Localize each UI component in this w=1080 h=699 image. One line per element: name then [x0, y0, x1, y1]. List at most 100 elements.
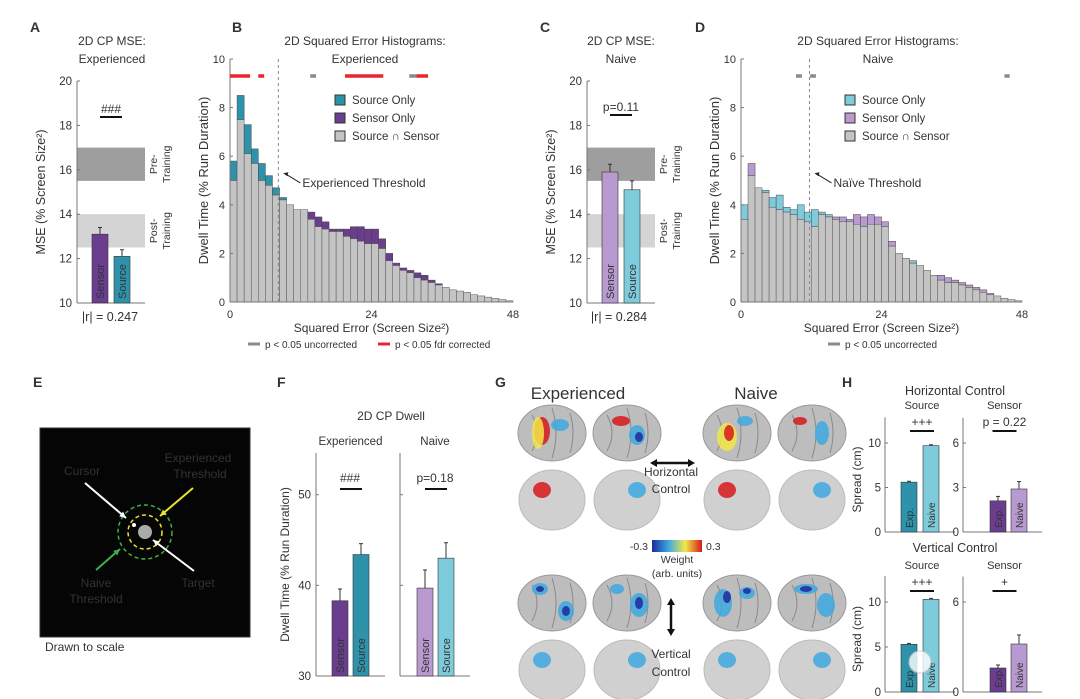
- y-tick-label: 8: [730, 103, 736, 115]
- histogram-bar-intersection: [314, 226, 323, 303]
- histogram-bar-intersection: [811, 226, 819, 303]
- section-title: Horizontal Control: [905, 384, 1005, 398]
- x-tick-label: 24: [875, 309, 887, 321]
- y-axis-label: Dwell Time (% Run Duration): [707, 97, 722, 265]
- y-tick-label: 16: [59, 165, 72, 177]
- histogram-bar-intersection: [867, 223, 875, 303]
- y-tick-label: 0: [219, 297, 225, 309]
- row-label: Horizontal: [644, 465, 698, 479]
- group-label: Experienced: [319, 436, 383, 448]
- y-tick-label: 10: [868, 438, 881, 450]
- histogram-bar-intersection: [229, 180, 238, 303]
- head-side-view: [703, 469, 771, 531]
- activation-blob: [718, 482, 736, 498]
- experienced-threshold-label: Threshold: [173, 467, 226, 481]
- panel-label-C: C: [540, 19, 550, 35]
- head-side-view: [703, 639, 771, 699]
- histogram-bar-exclusive: [250, 148, 259, 164]
- column-heading: Naive: [734, 384, 777, 403]
- target-arrow: [152, 539, 195, 572]
- activation-blob: [551, 419, 569, 431]
- histogram-bar-intersection: [484, 296, 493, 303]
- experienced-threshold-label: Experienced: [165, 451, 232, 465]
- y-tick-label: 30: [298, 671, 311, 683]
- histogram-bar-intersection: [279, 199, 287, 303]
- colorbar-label: Weight: [661, 554, 694, 566]
- histogram-bar-intersection: [413, 277, 422, 303]
- head-side-view: [518, 469, 586, 531]
- y-tick-label: 18: [59, 120, 72, 132]
- histogram-bar-intersection: [427, 282, 436, 303]
- histogram-bar-intersection: [768, 206, 777, 303]
- legend-swatch: [334, 112, 346, 124]
- cursor-arrow: [84, 482, 127, 519]
- band-label: Post-: [658, 218, 670, 243]
- legend-label: Source ∩ Sensor: [352, 131, 440, 143]
- section-title: Vertical Control: [913, 541, 998, 555]
- threshold-arrowhead: [283, 172, 289, 177]
- histogram-bar-intersection: [944, 282, 952, 303]
- histogram-bar-intersection: [442, 287, 450, 303]
- threshold-label: Naïve Threshold: [833, 176, 921, 190]
- legend-label: Sensor Only: [352, 113, 416, 125]
- significance-label: +++: [911, 575, 932, 589]
- threshold-label: Experienced Threshold: [302, 176, 425, 190]
- histogram-bar-exclusive: [972, 287, 981, 291]
- y-tick-label: 12: [59, 254, 72, 266]
- y-tick-label: 50: [298, 490, 311, 502]
- histogram-bar-exclusive: [328, 228, 337, 232]
- bar-label: Naive: [1015, 662, 1026, 688]
- histogram-bar-intersection: [350, 238, 358, 303]
- histogram-bar-intersection: [371, 243, 379, 303]
- x-tick-label: 48: [507, 309, 519, 321]
- histogram-bar-exclusive: [399, 267, 408, 271]
- bar-label: Naive: [927, 502, 938, 528]
- activation-blob: [628, 652, 646, 668]
- legend-swatch: [844, 94, 856, 106]
- x-tick-label: 24: [365, 309, 377, 321]
- histogram-bar-intersection: [342, 236, 351, 303]
- bar-label: Exp.: [905, 668, 916, 688]
- histogram-bar-intersection: [937, 279, 945, 303]
- y-axis-label: Spread (cm): [850, 606, 864, 672]
- band-label: Training: [671, 212, 683, 250]
- histogram-bar-intersection: [357, 241, 365, 303]
- chart-title-line2: Experienced: [79, 52, 146, 66]
- histogram-bar-intersection: [378, 248, 386, 303]
- histogram-bar-intersection: [470, 294, 478, 303]
- bar-label: Exp.: [994, 508, 1005, 528]
- histogram-bar-intersection: [477, 295, 485, 303]
- histogram-bar-intersection: [986, 294, 995, 303]
- y-tick-label: 0: [875, 527, 881, 539]
- colorbar-label: (arb. units): [652, 568, 702, 580]
- colorbar-max-label: 0.3: [706, 541, 721, 553]
- legend-label: Source Only: [352, 95, 416, 107]
- histogram-bar-exclusive: [761, 189, 770, 193]
- activation-blob: [743, 588, 751, 594]
- histogram-bar-exclusive: [853, 214, 861, 225]
- histogram-bar-exclusive: [420, 275, 429, 281]
- histogram-bar-intersection: [293, 209, 301, 303]
- histogram-bar-exclusive: [818, 211, 826, 215]
- bar-label: Naive: [1015, 502, 1026, 528]
- target-label: Target: [181, 576, 215, 590]
- column-heading: Experienced: [531, 384, 626, 403]
- target-arrow-head: [153, 540, 160, 547]
- histogram-bar-intersection: [930, 275, 938, 303]
- legend-swatch: [334, 94, 346, 106]
- histogram-bar-exclusive: [371, 228, 379, 244]
- histogram-bar-exclusive: [307, 211, 316, 220]
- activation-blob: [562, 606, 570, 616]
- y-tick-label: 8: [219, 103, 225, 115]
- histogram-bar-intersection: [243, 153, 252, 303]
- histogram-bar-exclusive: [427, 279, 436, 283]
- activation-blob: [533, 652, 551, 668]
- activation-blob: [612, 416, 630, 426]
- histogram-bar-intersection: [328, 231, 337, 303]
- panel-label-B: B: [232, 19, 242, 35]
- band-label: Pre-: [148, 154, 160, 174]
- threshold-arrowhead: [814, 172, 820, 177]
- histogram-bar-intersection: [832, 219, 840, 303]
- brain-top-view: [702, 574, 772, 632]
